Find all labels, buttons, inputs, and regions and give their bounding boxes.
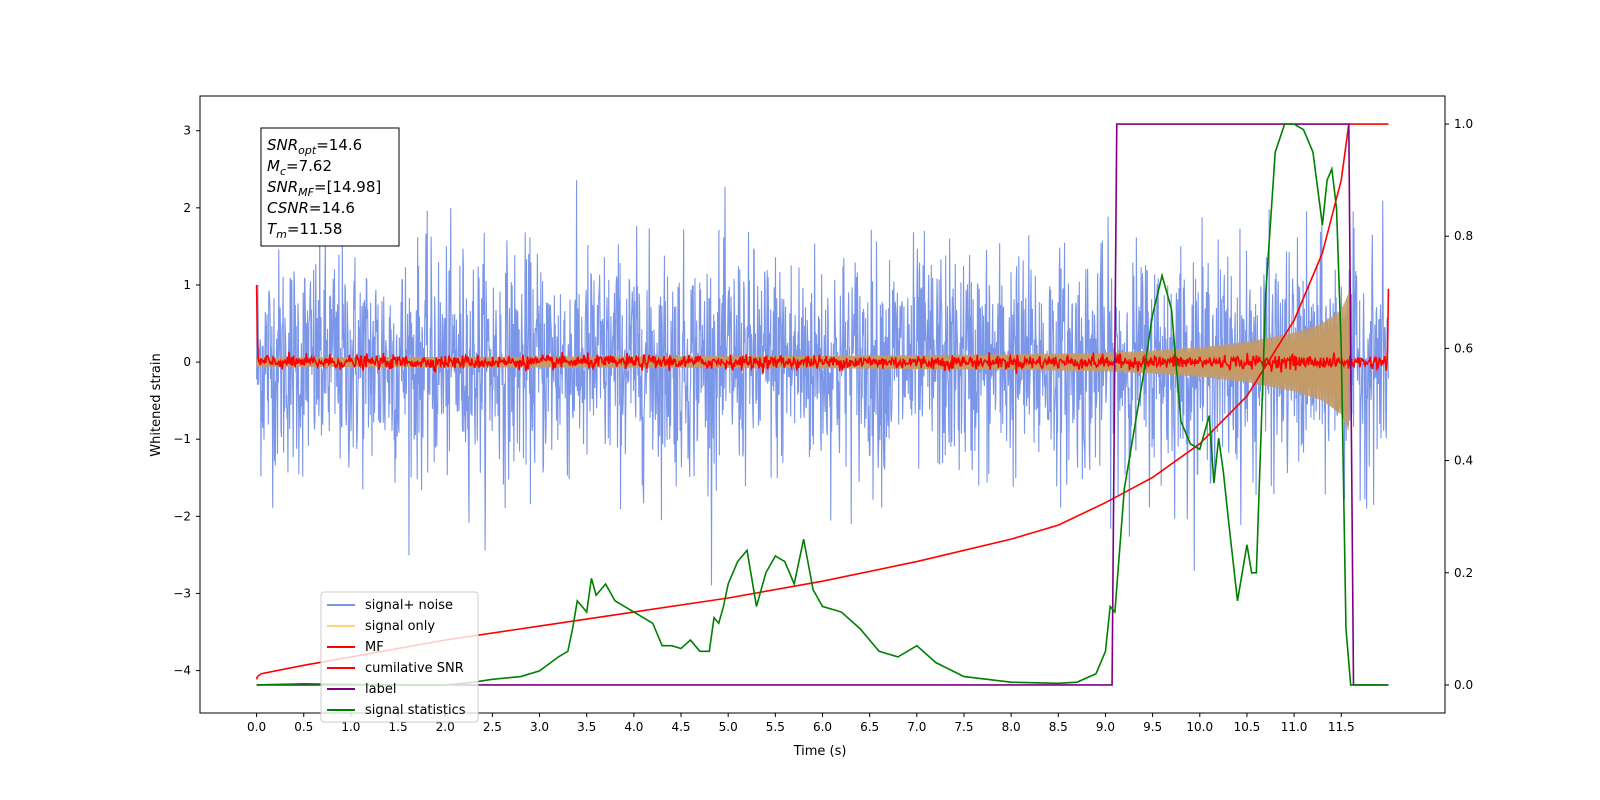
x-tick-label: 0.5	[294, 720, 313, 734]
x-tick-label: 0.0	[247, 720, 266, 734]
legend-label: signal+ noise	[365, 598, 453, 613]
x-tick-label: 2.5	[483, 720, 502, 734]
x-tick-label: 5.0	[719, 720, 738, 734]
annotation-line: Tm=11.58	[267, 220, 342, 241]
y-left-tick-label: 1	[183, 278, 191, 292]
y-left-tick-label: 3	[183, 124, 191, 138]
y-right-tick-label: 0.8	[1454, 229, 1473, 243]
legend-label: signal statistics	[365, 703, 466, 718]
legend: signal+ noise signal only MF cumilative SNR…	[320, 591, 479, 723]
x-tick-label: 7.0	[907, 720, 926, 734]
x-tick-label: 9.5	[1143, 720, 1162, 734]
x-tick-label: 4.5	[671, 720, 690, 734]
y-right-tick-label: 1.0	[1454, 117, 1473, 131]
x-tick-label: 5.5	[766, 720, 785, 734]
legend-label: signal only	[365, 619, 435, 634]
annotation-line: Mc=7.62	[267, 157, 332, 178]
y-right-tick-label: 0.0	[1454, 678, 1473, 692]
y-axis-label: Whitened strain	[149, 353, 164, 456]
x-tick-label: 10.5	[1234, 720, 1261, 734]
y-left-tick-label: 0	[183, 355, 191, 369]
annotation-line: CSNR=14.6	[267, 199, 355, 217]
x-axis-label: Time (s)	[793, 744, 847, 759]
y-right-tick-label: 0.2	[1454, 566, 1473, 580]
x-tick-label: 7.5	[954, 720, 973, 734]
x-tick-label: 6.5	[860, 720, 879, 734]
y-left-tick-label: −1	[173, 432, 191, 446]
y-left-tick-label: −2	[173, 509, 191, 523]
x-tick-label: 3.5	[577, 720, 596, 734]
x-tick-label: 1.5	[389, 720, 408, 734]
x-tick-label: 2.0	[436, 720, 455, 734]
y-left-tick-label: −4	[173, 664, 191, 678]
y-axis-right: 1.0 0.8 0.6 0.4 0.2 0.0	[1445, 117, 1473, 692]
annotation-line: SNRopt=14.6	[267, 136, 362, 157]
series-signal-noise	[256, 180, 1389, 586]
legend-frame	[320, 591, 479, 723]
y-right-tick-label: 0.6	[1454, 341, 1473, 355]
y-left-tick-label: −3	[173, 586, 191, 600]
x-tick-label: 10.0	[1186, 720, 1213, 734]
x-axis: 0.0 0.5 1.0 1.5 2.0 2.5 3.0 3.5 4.0 4.5 5.0 5.5 6.0 6…	[247, 713, 1355, 734]
x-tick-label: 8.0	[1002, 720, 1021, 734]
x-tick-label: 4.0	[624, 720, 643, 734]
annotation-box: SNRopt=14.6Mc=7.62SNRMF=[14.98]CSNR=14.6…	[260, 127, 400, 247]
series-signal-only	[256, 292, 1350, 431]
annotation-line: SNRMF=[14.98]	[267, 178, 381, 199]
y-right-tick-label: 0.4	[1454, 454, 1473, 468]
series-mf	[255, 284, 1390, 374]
legend-label: MF	[365, 640, 384, 655]
y-axis-left: 3 2 1 0 −1 −2 −3 −4	[173, 124, 200, 678]
annotation-frame	[260, 127, 400, 247]
series-signal-statistics	[256, 123, 1389, 686]
x-tick-label: 1.0	[341, 720, 360, 734]
legend-label: cumilative SNR	[365, 661, 464, 676]
legend-label: label	[365, 682, 396, 697]
x-tick-label: 11.0	[1281, 720, 1308, 734]
x-tick-label: 11.5	[1328, 720, 1355, 734]
x-tick-label: 8.5	[1049, 720, 1068, 734]
x-tick-label: 6.0	[813, 720, 832, 734]
y-left-tick-label: 2	[183, 201, 191, 215]
x-tick-label: 3.0	[530, 720, 549, 734]
x-tick-label: 9.0	[1096, 720, 1115, 734]
